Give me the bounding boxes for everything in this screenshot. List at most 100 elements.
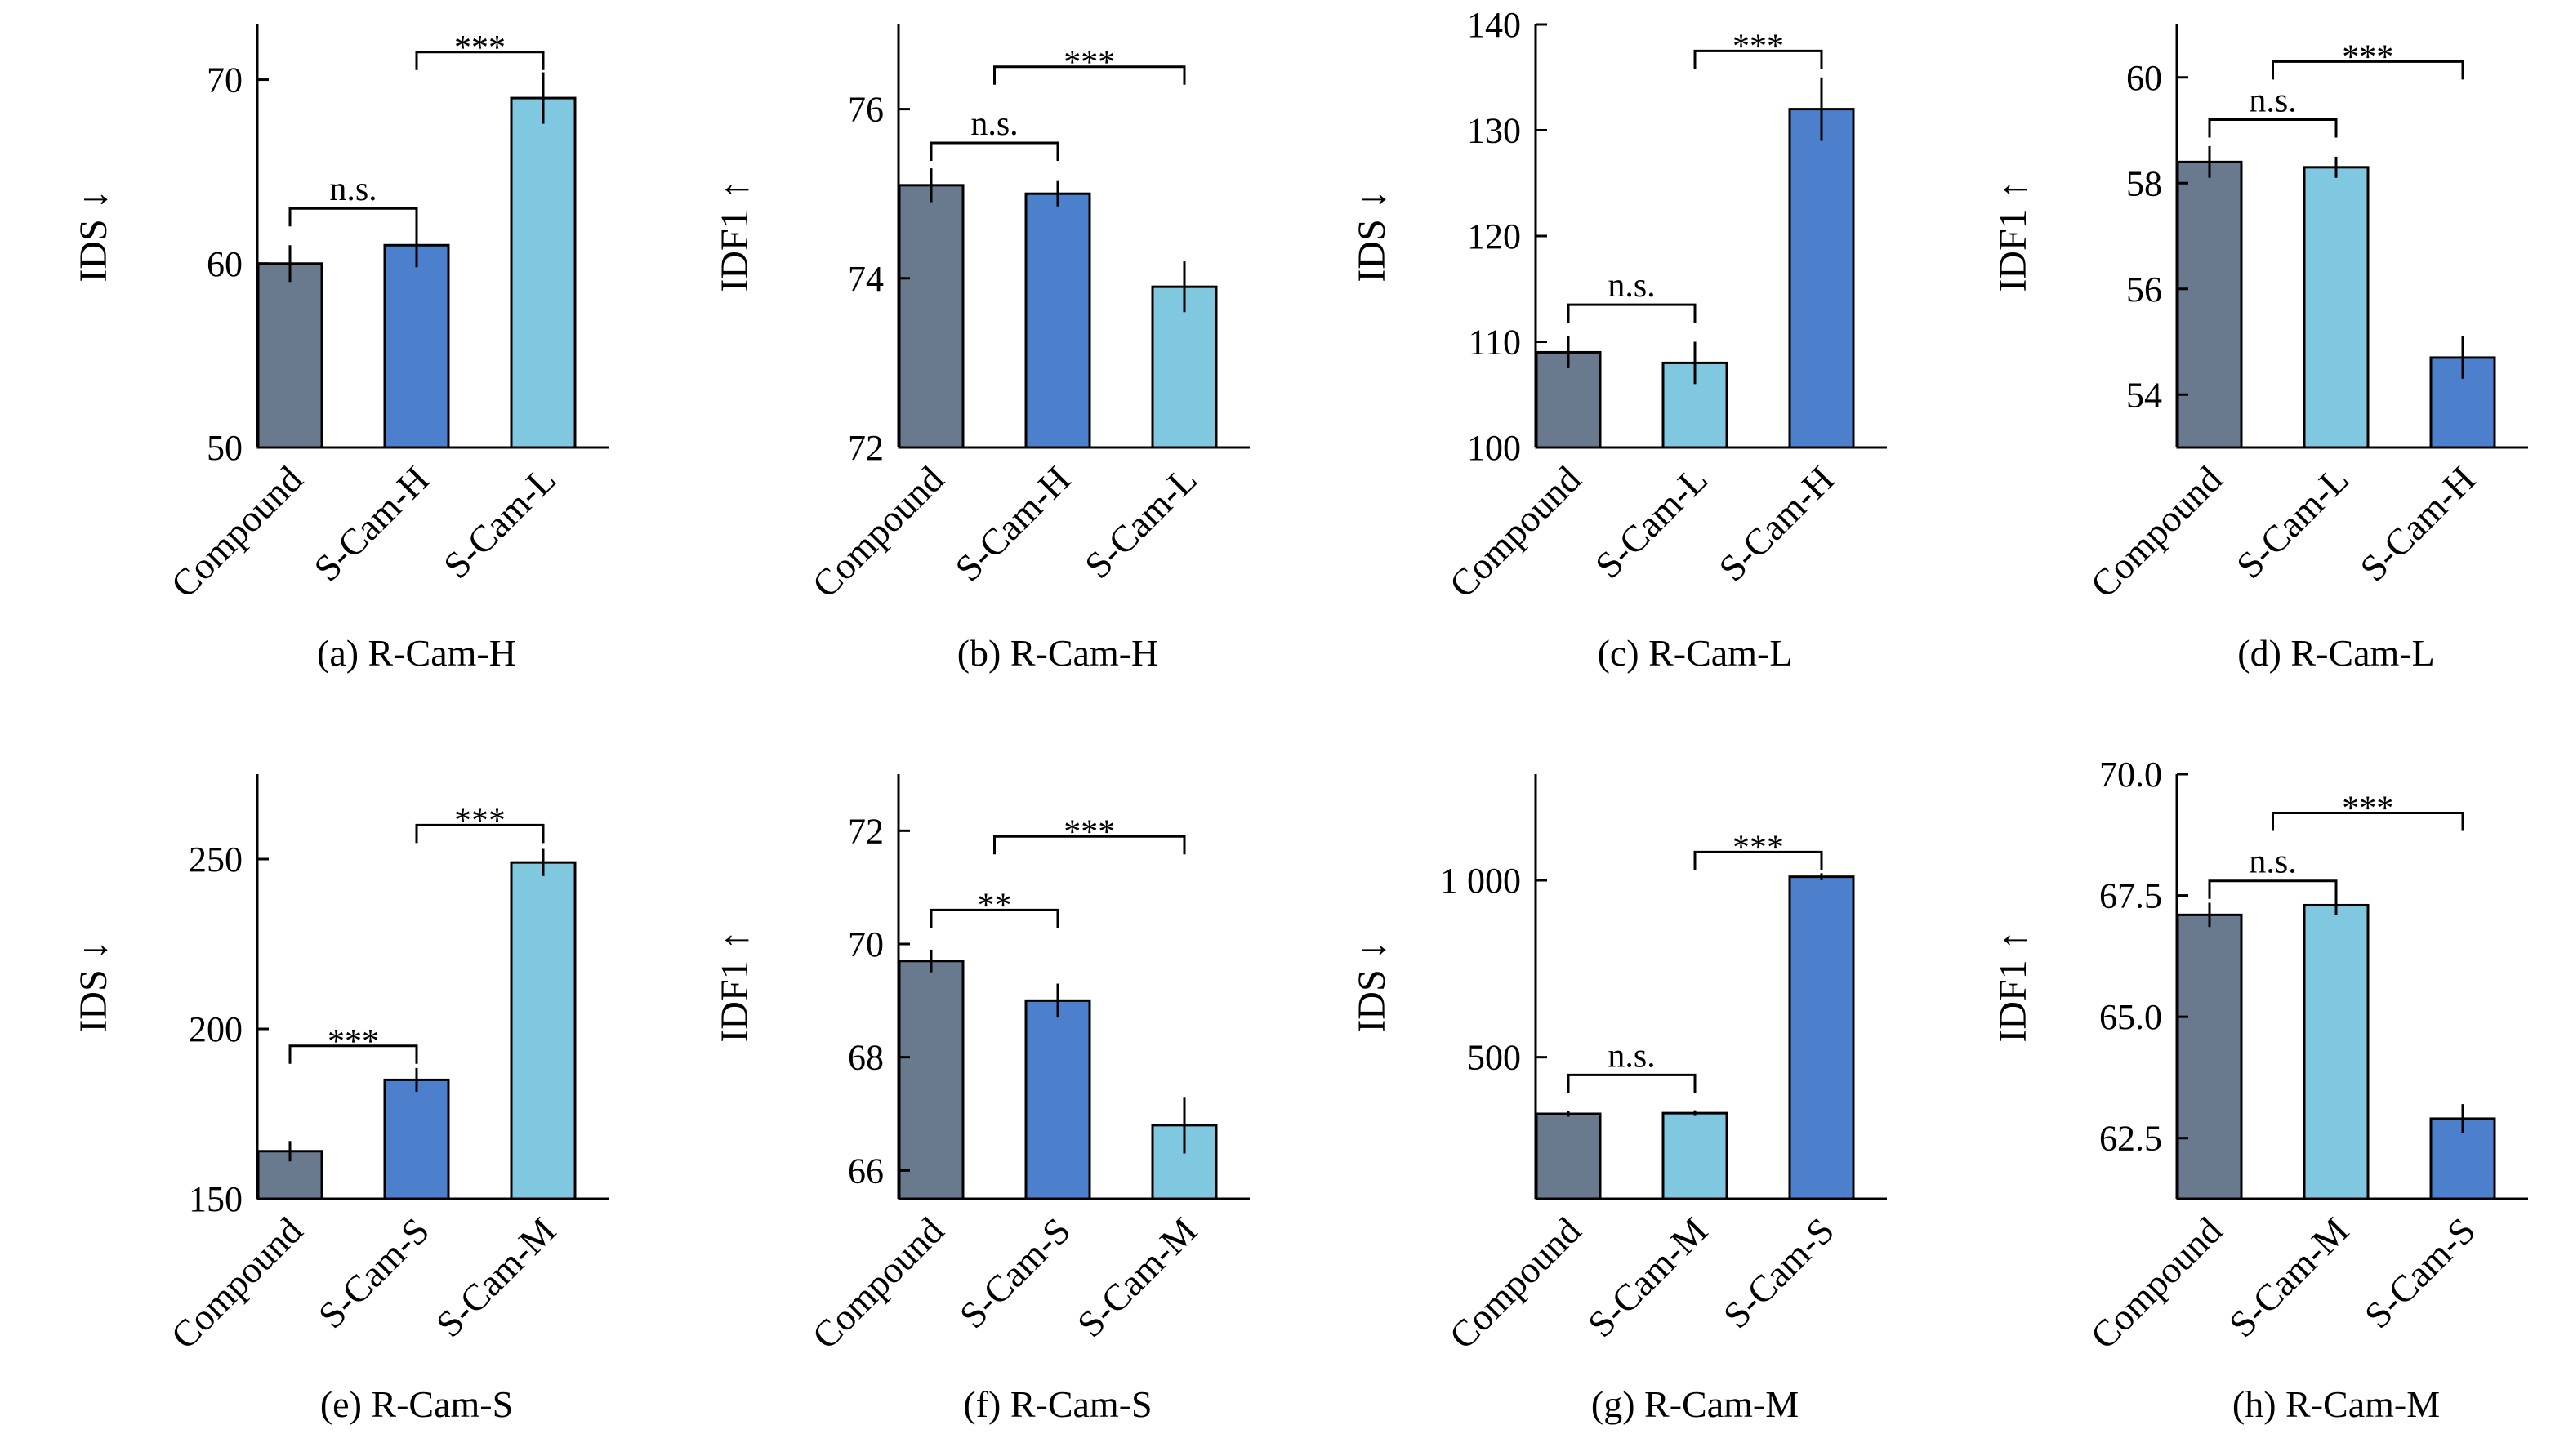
panel-caption: (a) R-Cam-H (317, 632, 516, 674)
significance-label: *** (2342, 38, 2393, 76)
significance-bracket (993, 835, 1186, 855)
y-tick-label: 66 (848, 1151, 884, 1191)
significance-label: *** (1064, 813, 1115, 851)
significance-label: *** (454, 29, 506, 67)
bar-s-cam-s (1788, 875, 1855, 1200)
panel-caption: (d) R-Cam-L (2237, 632, 2434, 674)
x-tick-label: S-Cam-H (2352, 458, 2483, 590)
significance-bracket (2272, 812, 2464, 831)
x-tick-label: S-Cam-L (2228, 458, 2357, 586)
y-tick-label: 200 (189, 1009, 243, 1049)
significance-label: *** (454, 802, 506, 839)
y-tick-label: 54 (2126, 375, 2162, 415)
bar-s-cam-m (1661, 1111, 1728, 1200)
bar-s-cam-s (1024, 999, 1091, 1200)
significance-bracket (2208, 879, 2338, 899)
significance-bracket (415, 823, 545, 844)
significance-bracket (415, 51, 545, 70)
significance-label: ** (978, 887, 1012, 924)
significance-bracket (1693, 850, 1823, 870)
x-tick-label: S-Cam-S (952, 1209, 1078, 1336)
x-tick-label: S-Cam-M (1580, 1209, 1715, 1345)
y-tick-label: 67.5 (2099, 876, 2162, 916)
y-axis-label: IDF1 ↑ (1991, 930, 2035, 1042)
y-tick-label: 56 (2126, 269, 2162, 309)
significance-bracket (288, 1044, 418, 1064)
x-tick-label: S-Cam-M (2221, 1209, 2357, 1345)
y-tick-label: 100 (1467, 428, 1521, 468)
bar-compound (2176, 160, 2243, 449)
x-tick-label: Compound (2082, 458, 2230, 606)
bar-s-cam-h (1788, 108, 1855, 449)
y-axis-label: IDF1 ↑ (1991, 180, 2035, 292)
x-tick-label: S-Cam-M (1069, 1209, 1205, 1345)
y-tick-label: 140 (1467, 5, 1521, 45)
x-tick-label: S-Cam-S (310, 1209, 437, 1336)
significance-label: n.s. (329, 171, 377, 208)
y-axis-label: IDF1 ↑ (713, 180, 756, 292)
bar-compound (898, 960, 965, 1200)
y-tick-label: 72 (848, 811, 884, 851)
x-tick-label: Compound (1441, 458, 1589, 606)
bar-s-cam-m (510, 861, 577, 1200)
bar-s-cam-m (2303, 903, 2370, 1200)
bar-compound (2176, 913, 2243, 1200)
y-tick-label: 58 (2126, 163, 2162, 203)
chart-panel-4: 150 200 250 IDS ↓ Compound S-Cam-SS-Cam-M *** *… (72, 774, 609, 1425)
significance-bracket (1567, 303, 1697, 323)
significance-bracket (930, 141, 1059, 162)
significance-label: *** (1064, 44, 1115, 82)
y-axis-label: IDS ↓ (72, 940, 115, 1032)
y-tick-label: 130 (1467, 111, 1521, 151)
x-tick-label: S-Cam-S (1715, 1209, 1842, 1336)
x-tick-label: Compound (163, 458, 310, 606)
bar-s-cam-h (1024, 192, 1091, 449)
y-tick-label: 1 000 (1440, 861, 1521, 901)
significance-bracket (930, 908, 1059, 928)
x-tick-label: Compound (163, 1209, 310, 1357)
significance-label: *** (1732, 28, 1784, 65)
chart-panel-2: 100 110 120 130 140 IDS ↓ CompoundS-Cam-LS-Cam… (1350, 5, 1887, 674)
significance-label: n.s. (2249, 82, 2296, 120)
bar-s-cam-l (510, 96, 577, 449)
significance-bracket (1567, 1073, 1697, 1093)
panel-caption: (b) R-Cam-H (957, 632, 1159, 674)
significance-bracket (2272, 60, 2464, 80)
panel-caption: (g) R-Cam-M (1591, 1383, 1799, 1425)
y-tick-label: 70.0 (2099, 755, 2162, 795)
y-tick-label: 120 (1467, 216, 1521, 256)
panel-caption: (c) R-Cam-L (1598, 632, 1793, 674)
y-axis-label: IDS ↓ (72, 189, 115, 282)
y-axis-label: IDS ↓ (1350, 940, 1394, 1032)
y-tick-label: 72 (848, 428, 884, 468)
y-tick-label: 76 (848, 90, 884, 130)
x-tick-label: Compound (804, 458, 952, 606)
x-tick-label: S-Cam-M (428, 1209, 564, 1345)
y-tick-label: 110 (1469, 323, 1521, 363)
significance-bracket (1693, 49, 1823, 69)
y-tick-label: 70 (848, 924, 884, 964)
x-tick-label: S-Cam-L (1587, 458, 1715, 586)
x-tick-label: S-Cam-S (2357, 1209, 2483, 1336)
significance-bracket (993, 65, 1186, 85)
panel-caption: (h) R-Cam-M (2232, 1383, 2440, 1425)
significance-label: n.s. (2249, 844, 2296, 881)
panel-caption: (e) R-Cam-S (320, 1383, 513, 1425)
y-tick-label: 250 (189, 839, 243, 879)
x-tick-label: Compound (804, 1209, 952, 1357)
significance-label: n.s. (1608, 267, 1655, 305)
x-tick-label: S-Cam-H (947, 458, 1078, 590)
bar-s-cam-h (383, 243, 450, 449)
y-tick-label: 70 (207, 60, 243, 100)
x-tick-label: Compound (2082, 1209, 2230, 1357)
bar-compound (1535, 1112, 1602, 1200)
x-tick-label: S-Cam-H (1710, 458, 1842, 590)
significance-label: *** (1732, 829, 1784, 866)
significance-label: n.s. (1608, 1037, 1655, 1075)
bar-s-cam-l (1151, 285, 1218, 449)
